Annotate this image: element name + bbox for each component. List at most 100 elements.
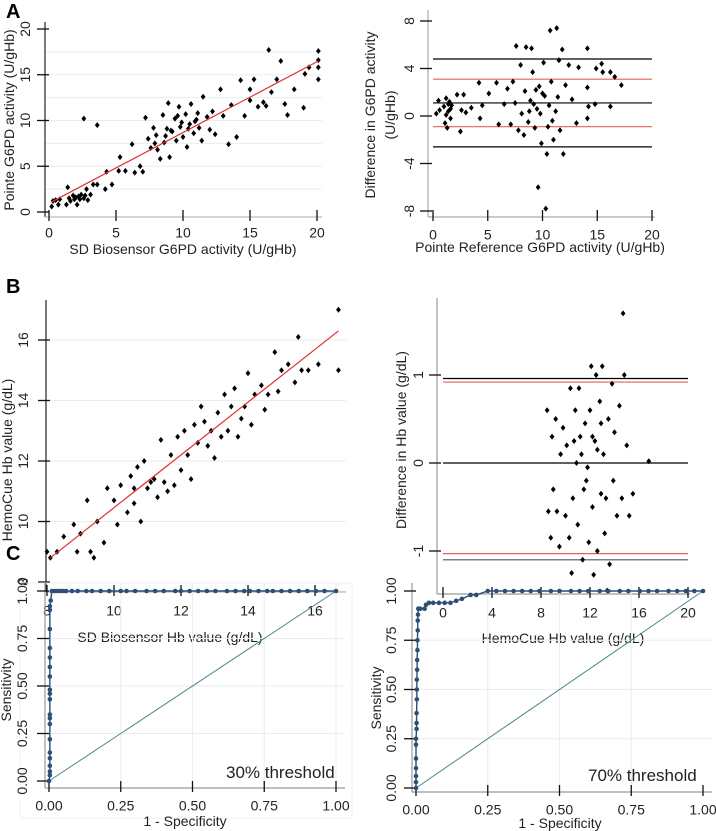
data-point	[163, 133, 168, 140]
x-axis-label: 1 - Specificity	[143, 813, 226, 829]
y-tick-label: 8	[15, 578, 31, 586]
roc-point	[124, 588, 129, 594]
data-point	[228, 403, 234, 410]
data-point	[593, 372, 599, 378]
data-point	[560, 151, 566, 157]
data-point	[646, 458, 652, 465]
x-tick-label: 0	[439, 605, 447, 621]
data-point	[554, 25, 560, 32]
data-point	[68, 198, 73, 205]
data-point	[128, 473, 134, 480]
data-point	[202, 418, 207, 425]
data-point	[315, 47, 321, 54]
x-tick-label: 20	[644, 227, 660, 243]
data-point	[512, 99, 518, 106]
data-point	[574, 120, 579, 127]
data-point	[207, 126, 213, 133]
chart-panel-2: 0 5 10 15 20 -8 -4 0 4 8 Pointe Reference G6PD act…	[362, 10, 665, 255]
roc-point	[418, 606, 423, 612]
data-point	[548, 78, 554, 85]
data-point	[175, 112, 181, 119]
data-point	[336, 367, 341, 374]
roc-point	[47, 763, 53, 769]
x-axis-label: SD Biosensor G6PD activity (U/gHb)	[69, 241, 296, 257]
roc-point	[692, 588, 697, 594]
data-point	[61, 533, 67, 540]
data-point	[433, 110, 439, 117]
data-point	[454, 91, 460, 98]
roc-point	[617, 588, 623, 594]
panel-label-a: A	[6, 1, 20, 23]
data-point	[554, 508, 560, 515]
data-point	[168, 451, 174, 458]
data-point	[617, 402, 622, 409]
y-tick-label: 4	[401, 64, 417, 72]
y-tick-label: 0.75	[14, 625, 30, 652]
data-point	[539, 140, 544, 147]
data-point	[437, 107, 442, 114]
y-tick-label: 10	[15, 514, 31, 530]
roc-point	[511, 588, 516, 594]
data-point	[85, 197, 91, 204]
roc-point	[106, 588, 112, 594]
data-point	[255, 103, 261, 110]
x-tick-label: 10	[106, 603, 122, 619]
roc-point	[414, 710, 419, 716]
roc-point	[626, 588, 631, 594]
data-point	[235, 433, 241, 440]
data-point	[551, 136, 556, 143]
roc-point	[89, 588, 95, 594]
roc-point	[414, 726, 419, 732]
data-point	[272, 349, 278, 356]
data-point	[88, 548, 93, 555]
data-point	[468, 104, 474, 111]
data-point	[148, 144, 154, 151]
data-point	[537, 110, 543, 117]
y-tick-label: 0	[401, 112, 417, 120]
roc-point	[47, 691, 53, 696]
y-tick-label: 20	[17, 21, 33, 37]
data-point	[605, 416, 611, 422]
regression-line	[51, 60, 319, 203]
data-point	[299, 367, 304, 374]
data-point	[109, 181, 115, 188]
roc-point	[279, 588, 284, 594]
data-point	[285, 361, 291, 368]
y-tick-label: 1.00	[14, 577, 30, 604]
x-tick-label: 1.00	[689, 802, 716, 818]
data-point	[274, 76, 280, 83]
roc-point	[637, 588, 643, 594]
data-point	[575, 521, 581, 528]
data-point	[603, 495, 609, 502]
data-point	[590, 433, 595, 440]
data-point	[282, 101, 288, 108]
data-point	[226, 141, 231, 148]
data-point	[569, 570, 575, 576]
x-tick-label: 0.00	[402, 802, 429, 818]
data-point	[621, 372, 627, 378]
data-point	[590, 504, 595, 510]
y-axis-label: Difference in G6PD activity	[362, 31, 378, 198]
x-tick-label: 5	[112, 225, 120, 241]
data-point	[262, 406, 268, 413]
chart-panel-1: 0 5 10 15 20 0 5 10 15 20 SD Biosensor G6PD activi…	[1, 21, 325, 257]
data-point	[609, 380, 615, 387]
data-point	[55, 201, 61, 208]
data-point	[81, 115, 87, 122]
roc-point	[568, 588, 574, 594]
data-point	[71, 521, 77, 528]
data-point	[145, 485, 150, 492]
data-point	[614, 512, 620, 519]
data-point	[165, 488, 170, 495]
roc-point	[47, 750, 53, 755]
x-tick-label: 16	[631, 605, 647, 621]
data-point	[165, 100, 171, 107]
data-point	[546, 102, 552, 109]
data-point	[111, 497, 117, 504]
data-point	[536, 83, 542, 90]
data-point	[564, 442, 570, 449]
data-point	[607, 561, 612, 568]
x-tick-label: 0.50	[179, 798, 206, 814]
x-tick-label: 4	[488, 605, 496, 621]
roc-point	[322, 588, 327, 594]
